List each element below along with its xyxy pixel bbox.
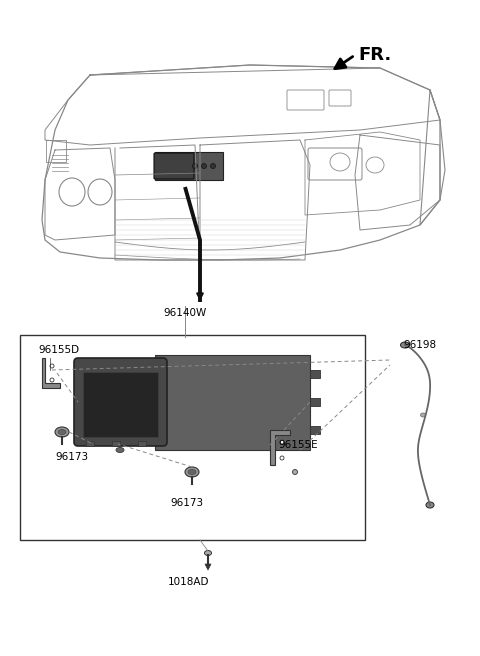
Ellipse shape [420, 413, 425, 417]
Text: 1018AD: 1018AD [168, 577, 210, 587]
Bar [86, 441, 94, 446]
Ellipse shape [202, 163, 206, 169]
Polygon shape [270, 430, 290, 465]
Ellipse shape [116, 447, 124, 453]
Ellipse shape [280, 440, 284, 444]
Ellipse shape [426, 502, 434, 508]
Ellipse shape [55, 427, 69, 437]
Polygon shape [42, 358, 60, 388]
Ellipse shape [192, 163, 197, 169]
Ellipse shape [280, 456, 284, 460]
Ellipse shape [400, 342, 409, 348]
Bar [46, 140, 66, 162]
Ellipse shape [50, 378, 54, 382]
Bar [310, 426, 320, 434]
Text: 96173: 96173 [170, 498, 203, 508]
Polygon shape [205, 564, 211, 570]
Text: 96155D: 96155D [38, 345, 79, 355]
Ellipse shape [204, 550, 212, 556]
FancyBboxPatch shape [74, 358, 167, 446]
Ellipse shape [292, 470, 298, 474]
Ellipse shape [58, 430, 66, 434]
Text: FR.: FR. [358, 46, 391, 64]
Bar [83, 372, 158, 437]
Ellipse shape [185, 467, 199, 477]
Bar [138, 441, 146, 446]
Text: 96198: 96198 [403, 340, 436, 350]
Bar [310, 398, 320, 406]
Bar [310, 370, 320, 378]
FancyBboxPatch shape [155, 355, 310, 450]
Ellipse shape [188, 470, 196, 474]
Text: 96155E: 96155E [278, 440, 318, 450]
Bar [20, 335, 365, 540]
Text: 96173: 96173 [55, 452, 88, 462]
Text: 96140W: 96140W [163, 308, 206, 318]
Ellipse shape [50, 364, 54, 368]
FancyBboxPatch shape [154, 153, 194, 179]
Ellipse shape [211, 163, 216, 169]
Bar [112, 441, 120, 446]
Bar [155, 152, 223, 180]
